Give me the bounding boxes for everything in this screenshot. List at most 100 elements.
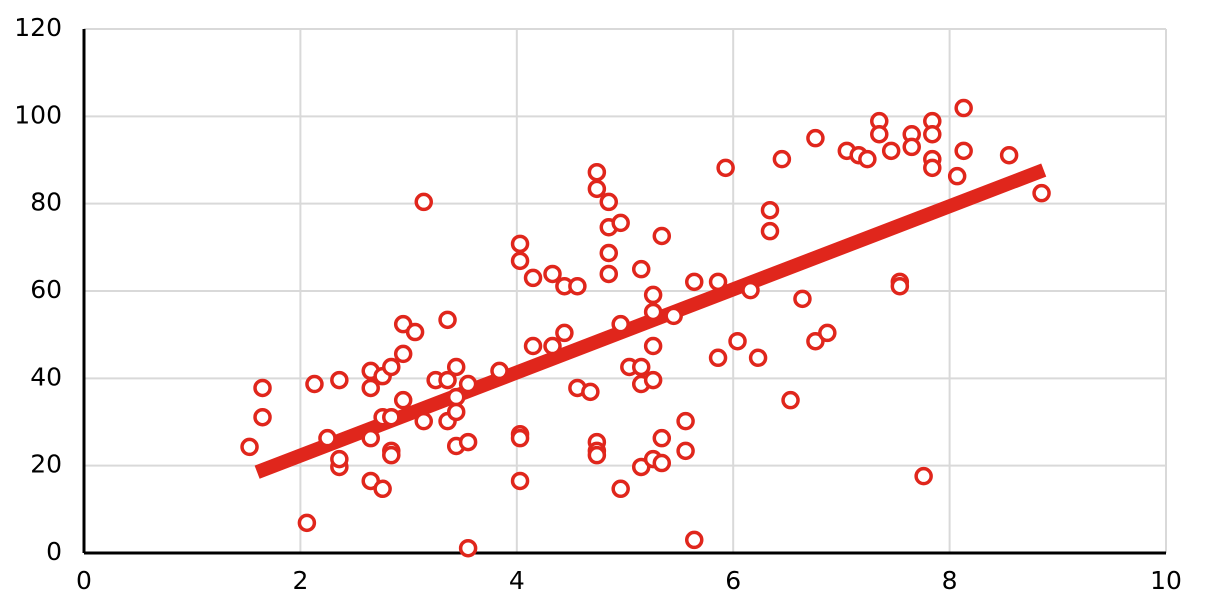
point — [330, 449, 349, 469]
point — [643, 285, 663, 305]
point — [510, 471, 530, 491]
point — [781, 390, 800, 410]
point — [728, 331, 747, 351]
point — [599, 192, 619, 212]
y-tick-label: 80 — [30, 188, 62, 217]
point — [599, 243, 619, 263]
point — [543, 336, 562, 356]
point — [318, 428, 337, 448]
point — [382, 445, 401, 465]
point — [414, 192, 433, 212]
point — [587, 445, 607, 465]
point — [870, 124, 889, 144]
point — [581, 382, 600, 402]
x-tick-label: 8 — [942, 566, 958, 595]
point — [599, 264, 619, 284]
point — [954, 98, 973, 118]
point — [458, 374, 478, 394]
point — [772, 149, 792, 169]
x-tick-label: 6 — [725, 566, 741, 595]
point — [382, 357, 401, 377]
point — [890, 276, 910, 296]
point — [543, 264, 562, 284]
point — [947, 166, 967, 186]
point — [914, 466, 933, 486]
point — [923, 124, 942, 144]
point — [643, 370, 663, 390]
point — [684, 530, 704, 550]
point — [490, 361, 509, 381]
point — [587, 162, 607, 182]
point — [858, 149, 877, 169]
point — [510, 428, 530, 448]
point — [253, 378, 272, 398]
point — [923, 158, 942, 178]
point — [611, 314, 630, 334]
point — [676, 411, 695, 431]
point — [664, 306, 683, 326]
point — [587, 179, 607, 199]
point — [760, 200, 780, 220]
point — [954, 141, 973, 161]
point — [438, 310, 457, 330]
trend-line — [254, 163, 1047, 479]
point — [240, 437, 259, 457]
point — [643, 336, 663, 356]
x-tick-label: 2 — [292, 566, 308, 595]
point — [652, 428, 672, 448]
point — [297, 513, 317, 533]
point — [405, 322, 425, 342]
y-tick-label: 60 — [30, 275, 62, 304]
point — [631, 357, 651, 377]
point — [393, 344, 413, 364]
y-tick-label: 120 — [14, 13, 62, 42]
y-tick-label: 20 — [30, 450, 62, 479]
point — [1032, 183, 1051, 203]
point — [684, 272, 704, 292]
point — [881, 141, 901, 161]
point — [523, 336, 543, 356]
point — [446, 387, 466, 407]
point — [446, 402, 466, 422]
y-tick-label: 0 — [46, 537, 62, 566]
point — [253, 407, 272, 427]
x-tick-label: 4 — [509, 566, 525, 595]
point — [330, 370, 349, 390]
point — [748, 348, 768, 368]
point — [523, 268, 543, 288]
point — [741, 280, 760, 300]
point — [361, 428, 380, 448]
point — [708, 348, 728, 368]
point — [510, 234, 530, 254]
point — [361, 378, 380, 398]
point — [458, 432, 478, 452]
point — [631, 259, 651, 279]
point — [902, 137, 921, 157]
point — [643, 302, 663, 322]
point — [676, 441, 695, 461]
x-tick-label: 10 — [1150, 566, 1182, 595]
point — [414, 411, 433, 431]
point — [568, 276, 587, 296]
point — [510, 251, 530, 271]
point — [393, 390, 413, 410]
point — [652, 226, 672, 246]
point — [716, 158, 735, 178]
y-tick-label: 100 — [14, 100, 62, 129]
x-tick-label: 0 — [76, 566, 92, 595]
point — [806, 128, 825, 148]
point — [446, 357, 466, 377]
point — [555, 323, 574, 343]
point — [999, 145, 1019, 165]
y-tick-label: 40 — [30, 362, 62, 391]
point — [382, 407, 401, 427]
point — [373, 479, 392, 499]
point — [818, 323, 837, 343]
point — [305, 374, 324, 394]
point — [458, 538, 478, 558]
point — [611, 213, 630, 233]
point — [611, 479, 630, 499]
point — [438, 370, 457, 390]
point — [708, 272, 728, 292]
